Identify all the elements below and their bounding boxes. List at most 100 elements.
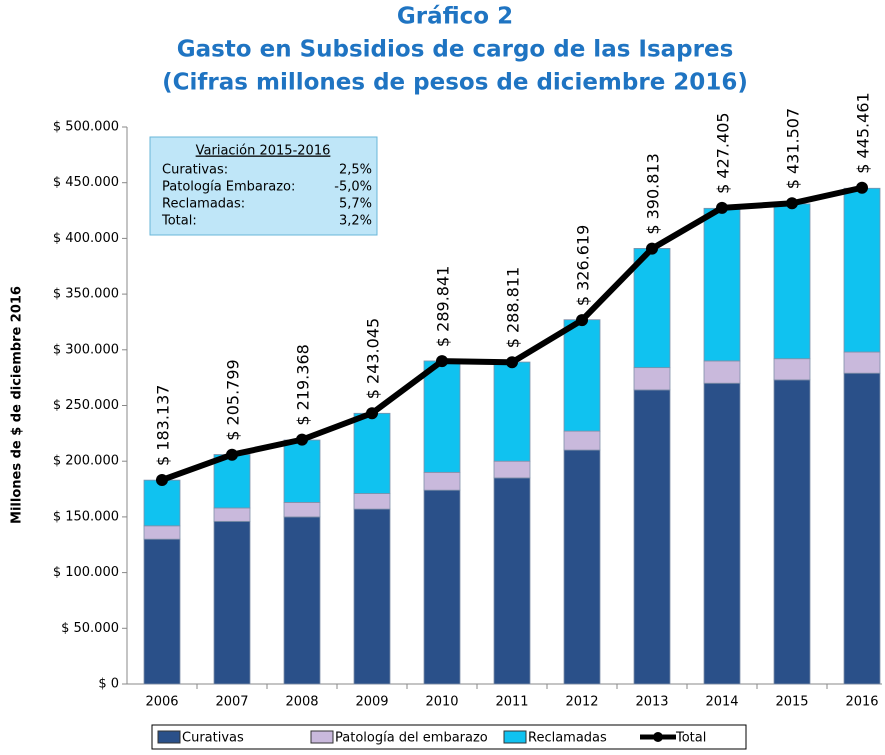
bar <box>283 439 321 503</box>
bar <box>423 360 461 473</box>
bar <box>143 479 181 527</box>
data-label: $ 243.045 <box>364 318 383 399</box>
data-label: $ 445.461 <box>854 92 873 173</box>
bar <box>563 449 601 685</box>
x-tick-label: 2012 <box>565 695 598 710</box>
legend-swatch <box>157 730 181 744</box>
y-tick-label: $ 100.000 <box>53 565 119 580</box>
bar <box>773 203 811 360</box>
bar <box>213 454 251 509</box>
y-tick-label: $ 0 <box>98 677 119 692</box>
bar <box>633 389 671 685</box>
bar <box>353 412 391 494</box>
annotation-box <box>149 136 378 236</box>
bar <box>493 361 531 462</box>
point <box>436 355 448 368</box>
bar <box>143 538 181 685</box>
bar <box>843 372 881 685</box>
annotation-label: Patología Embarazo: <box>162 180 295 195</box>
legend-label: Reclamadas <box>528 731 607 746</box>
bar <box>633 248 671 369</box>
annotation-label: Total: <box>161 214 197 229</box>
point <box>856 181 868 194</box>
data-label: $ 219.368 <box>294 344 313 425</box>
point <box>366 407 378 420</box>
y-tick-label: $ 200.000 <box>53 454 119 469</box>
bar <box>213 507 251 522</box>
chart-subtitle: (Cifras millones de pesos de diciembre 2… <box>162 70 748 96</box>
x-tick-label: 2007 <box>215 695 248 710</box>
x-tick-label: 2008 <box>285 695 318 710</box>
data-label: $ 326.619 <box>574 225 593 306</box>
bar <box>563 430 601 451</box>
legend-swatch <box>503 730 527 744</box>
y-tick-label: $ 300.000 <box>53 342 119 357</box>
bar <box>353 508 391 685</box>
x-tick-label: 2009 <box>355 695 388 710</box>
bar <box>703 382 741 685</box>
bar <box>703 360 741 384</box>
data-label: $ 390.813 <box>644 153 663 234</box>
data-label: $ 289.841 <box>434 266 453 347</box>
x-tick-label: 2016 <box>845 695 878 710</box>
annotation-value: 5,7% <box>339 197 372 212</box>
data-label: $ 288.811 <box>504 267 523 348</box>
point <box>296 433 308 446</box>
bar <box>493 460 531 479</box>
bar <box>213 520 251 685</box>
bar <box>423 471 461 491</box>
legend-label: Curativas <box>182 731 244 746</box>
x-tick-label: 2010 <box>425 695 458 710</box>
y-tick-label: $ 250.000 <box>53 398 119 413</box>
x-tick-label: 2006 <box>145 695 178 710</box>
chart-subtitle: Gasto en Subsidios de cargo de las Isapr… <box>177 37 734 63</box>
annotation-value: -5,0% <box>334 180 372 195</box>
annotation-label: Curativas: <box>162 163 228 178</box>
annotation-value: 2,5% <box>339 163 372 178</box>
legend-label: Patología del embarazo <box>335 731 488 746</box>
point <box>646 242 658 255</box>
point <box>786 197 798 210</box>
y-tick-label: $ 400.000 <box>53 231 119 246</box>
legend-swatch <box>653 732 663 742</box>
point <box>576 314 588 327</box>
annotation-label: Reclamadas: <box>162 197 245 212</box>
chart-title: Gráfico 2 <box>397 4 513 30</box>
legend-label: Total <box>675 731 706 746</box>
bar <box>773 358 811 381</box>
bar <box>493 477 531 685</box>
bar <box>843 187 881 353</box>
bar <box>283 516 321 685</box>
data-label: $ 431.507 <box>784 108 803 189</box>
bar <box>283 502 321 518</box>
y-tick-label: $ 350.000 <box>53 287 119 302</box>
y-tick-label: $ 50.000 <box>61 621 119 636</box>
point <box>506 356 518 369</box>
y-tick-label: $ 500.000 <box>53 120 119 135</box>
data-label: $ 183.137 <box>154 385 173 466</box>
x-tick-label: 2015 <box>775 695 808 710</box>
bar <box>773 379 811 685</box>
point <box>716 201 728 214</box>
data-label: $ 205.799 <box>224 359 243 440</box>
y-axis-label: Millones de $ de diciembre 2016 <box>10 286 25 524</box>
x-tick-label: 2014 <box>705 695 738 710</box>
point <box>156 473 168 486</box>
annotation-title: Variación 2015-2016 <box>196 144 331 159</box>
bar <box>143 525 181 540</box>
data-label: $ 427.405 <box>714 112 733 193</box>
point <box>226 448 238 461</box>
y-tick-label: $ 150.000 <box>53 509 119 524</box>
bar <box>843 351 881 374</box>
x-tick-label: 2013 <box>635 695 668 710</box>
annotation-value: 3,2% <box>339 214 372 229</box>
bar <box>563 319 601 432</box>
bar <box>423 489 461 685</box>
x-tick-label: 2011 <box>495 695 528 710</box>
bar <box>633 367 671 391</box>
bar <box>353 493 391 510</box>
legend-swatch <box>310 730 334 744</box>
y-tick-label: $ 450.000 <box>53 175 119 190</box>
bar <box>703 207 741 362</box>
